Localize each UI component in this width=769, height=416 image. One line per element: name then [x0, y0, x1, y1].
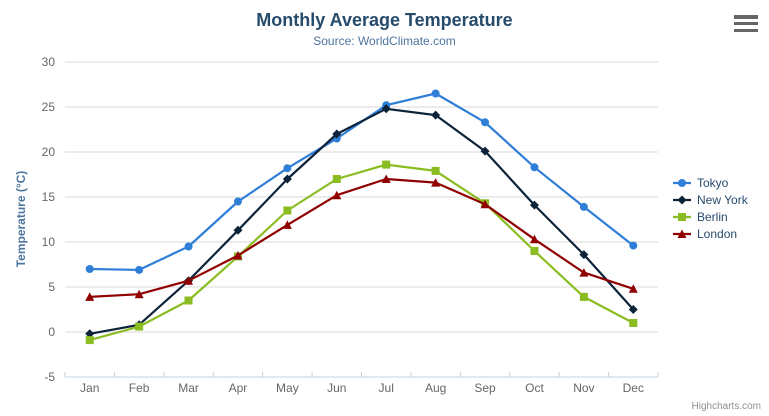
data-point-berlin[interactable]: [530, 247, 539, 255]
y-axis-tick-label: 25: [42, 100, 56, 114]
data-point-new-york[interactable]: [628, 305, 638, 314]
legend-label: Berlin: [697, 209, 728, 224]
data-point-new-york[interactable]: [85, 329, 95, 339]
y-axis-tick-label: 5: [48, 280, 55, 294]
data-point-berlin[interactable]: [332, 175, 341, 183]
data-point-london[interactable]: [579, 268, 589, 277]
chart-subtitle: Source: WorldClimate.com: [313, 34, 456, 48]
data-point-tokyo[interactable]: [135, 265, 144, 274]
y-axis-tick-label: -5: [44, 370, 55, 384]
data-point-london[interactable]: [85, 292, 95, 301]
y-axis-title: Temperature (°C): [14, 170, 28, 268]
highcharts-credit-link[interactable]: Highcharts.com: [691, 401, 761, 412]
hamburger-menu-icon: [734, 21, 758, 26]
legend-item-tokyo[interactable]: Tokyo: [673, 175, 748, 190]
legend-marker-triangle-icon: [673, 229, 691, 238]
data-point-berlin[interactable]: [382, 160, 391, 169]
x-axis-tick-label: Nov: [573, 381, 594, 395]
data-point-london[interactable]: [529, 234, 539, 244]
data-point-new-york[interactable]: [431, 110, 441, 120]
y-axis-tick-label: 20: [42, 145, 56, 159]
y-axis-tick-label: 0: [48, 325, 55, 339]
data-point-tokyo[interactable]: [481, 118, 490, 127]
x-axis-tick-label: Oct: [525, 381, 544, 395]
x-axis-tick-label: Jun: [327, 381, 346, 395]
data-point-berlin[interactable]: [629, 319, 638, 327]
data-point-new-york[interactable]: [480, 146, 490, 156]
legend-marker-diamond-icon: [673, 195, 691, 204]
data-point-london[interactable]: [431, 178, 441, 187]
data-point-berlin[interactable]: [579, 292, 588, 301]
data-point-new-york[interactable]: [381, 104, 391, 114]
series-line-berlin[interactable]: [89, 163, 634, 342]
export-menu-button[interactable]: [734, 15, 758, 32]
data-point-tokyo[interactable]: [579, 202, 588, 211]
y-axis-tick-label: 15: [42, 190, 56, 204]
legend-item-berlin[interactable]: Berlin: [673, 209, 748, 224]
data-point-berlin[interactable]: [283, 206, 292, 215]
legend-marker-square-icon: [673, 212, 691, 221]
x-axis-tick-label: Jul: [379, 381, 394, 395]
data-point-tokyo[interactable]: [431, 89, 440, 98]
x-axis-tick-label: May: [276, 381, 299, 395]
hamburger-menu-icon: [734, 15, 758, 19]
data-point-london[interactable]: [282, 220, 292, 229]
data-point-new-york[interactable]: [233, 225, 243, 235]
x-axis-tick-label: Aug: [425, 381, 446, 395]
y-axis-tick-label: 30: [42, 55, 56, 69]
data-point-tokyo[interactable]: [283, 164, 292, 173]
data-point-berlin[interactable]: [431, 166, 440, 175]
data-point-berlin[interactable]: [184, 296, 193, 305]
data-point-tokyo[interactable]: [530, 163, 539, 172]
data-point-tokyo[interactable]: [85, 265, 94, 273]
data-point-new-york[interactable]: [529, 200, 539, 210]
legend-label: Tokyo: [697, 175, 729, 190]
data-point-new-york[interactable]: [282, 174, 292, 184]
series-line-new-york[interactable]: [89, 107, 635, 335]
data-point-tokyo[interactable]: [629, 241, 638, 250]
data-point-london[interactable]: [184, 276, 194, 285]
data-point-tokyo[interactable]: [184, 242, 193, 251]
data-point-london[interactable]: [628, 284, 638, 293]
legend-item-london[interactable]: London: [673, 226, 748, 241]
x-axis-tick-label: Mar: [178, 381, 199, 395]
chart-title: Monthly Average Temperature: [256, 10, 513, 30]
data-point-new-york[interactable]: [579, 250, 589, 260]
data-point-london[interactable]: [480, 199, 490, 209]
x-axis-tick-label: Apr: [229, 381, 248, 395]
series-line-london[interactable]: [89, 177, 634, 298]
data-point-tokyo[interactable]: [233, 197, 242, 206]
legend-label: New York: [697, 192, 748, 207]
data-point-london[interactable]: [332, 190, 342, 200]
data-point-london[interactable]: [381, 174, 391, 184]
data-point-berlin[interactable]: [135, 322, 144, 331]
data-point-london[interactable]: [134, 289, 144, 299]
legend: Tokyo New York Berlin London: [673, 175, 748, 241]
series-line-tokyo[interactable]: [89, 92, 634, 271]
data-point-new-york[interactable]: [332, 129, 342, 139]
y-axis-tick-label: 10: [42, 235, 56, 249]
data-point-berlin[interactable]: [85, 336, 94, 345]
x-axis-tick-label: Dec: [623, 381, 644, 395]
legend-label: London: [697, 226, 738, 241]
x-axis-tick-label: Feb: [129, 381, 150, 395]
legend-marker-circle-icon: [673, 178, 691, 187]
hamburger-menu-icon: [734, 28, 758, 32]
x-axis-tick-label: Jan: [80, 381, 99, 395]
x-axis-tick-label: Sep: [474, 381, 496, 395]
legend-item-new-york[interactable]: New York: [673, 192, 748, 207]
data-point-london[interactable]: [233, 251, 243, 260]
